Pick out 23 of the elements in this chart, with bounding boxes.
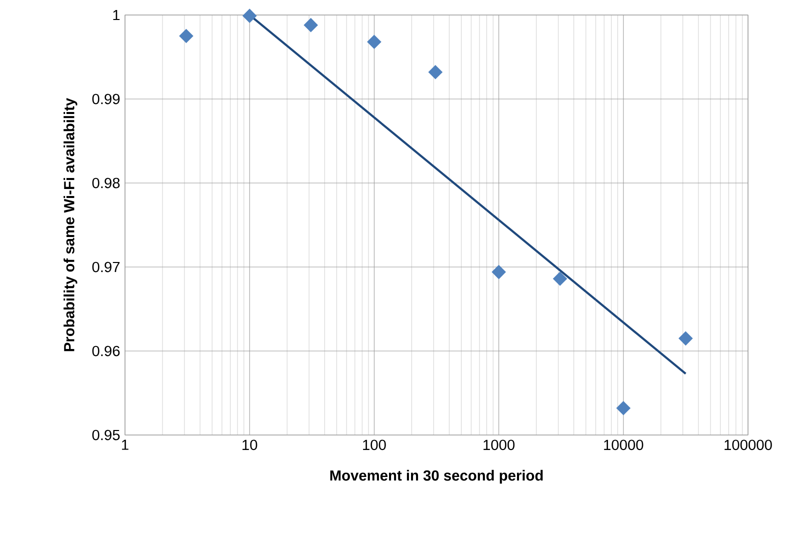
point <box>242 8 257 23</box>
y-tick-label: 1 <box>113 10 120 20</box>
x-tick-label: 10000 <box>604 440 644 450</box>
x-tick-label: 10 <box>242 440 258 450</box>
y-tick-label: 0.99 <box>92 94 120 104</box>
y-tick-label: 0.97 <box>92 262 120 272</box>
point <box>367 34 382 49</box>
x-axis-title: Movement in 30 second period <box>330 470 543 484</box>
point <box>552 272 568 286</box>
point <box>179 28 194 44</box>
point <box>428 65 442 80</box>
y-axis-title: Probability of same Wi-Fi availability <box>64 98 78 352</box>
x-tick-label: 1 <box>122 440 128 450</box>
y-tick-label: 0.95 <box>92 430 120 440</box>
point <box>304 18 318 32</box>
x-tick-label: 100 <box>363 440 386 450</box>
x-tick-label: 1000 <box>484 440 515 450</box>
point <box>616 401 630 416</box>
y-tick-label: 0.98 <box>92 178 120 188</box>
x-tick-label: 100000 <box>724 440 772 450</box>
point <box>678 331 693 346</box>
y-tick-label: 0.96 <box>92 346 120 356</box>
point <box>492 264 506 280</box>
